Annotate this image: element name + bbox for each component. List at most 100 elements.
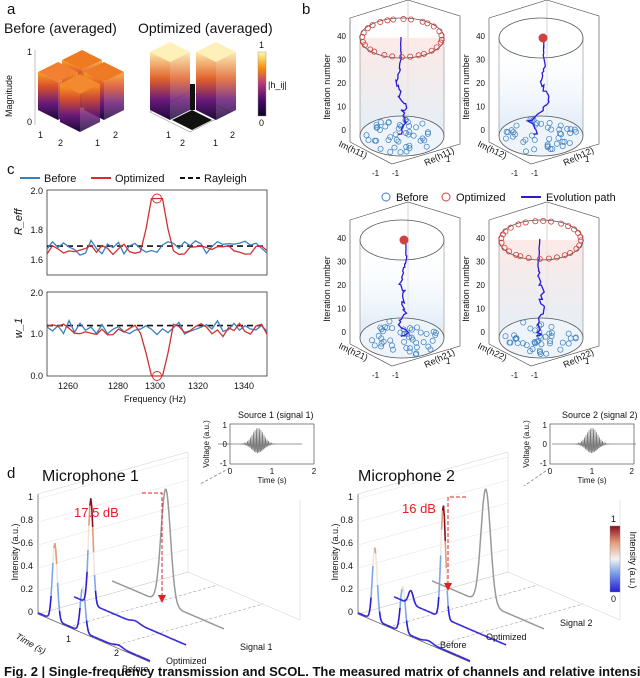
before-trace-segment: [58, 610, 62, 618]
optimized-point: [525, 255, 532, 262]
optimized-trace-segment: [474, 630, 477, 633]
c-xtick-2: 1300: [145, 381, 165, 391]
before-point: [559, 339, 566, 346]
mic1-ytick-1: 1: [28, 492, 33, 502]
c-top-ylabel: R_eff: [13, 208, 25, 235]
optimized-bar-12: [190, 84, 195, 110]
before-point: [413, 344, 420, 351]
before-trace-segment: [88, 633, 91, 636]
before-point: [429, 337, 436, 344]
before-point: [413, 339, 420, 346]
before-trace-segment: [77, 616, 80, 624]
source2-inset: Source 2 (signal 2) 1 0 -1 Voltage (a.u.…: [522, 410, 638, 485]
optimized-trace-segment: [94, 590, 98, 600]
mic2-db-arrow: [447, 496, 466, 585]
before-point: [406, 142, 413, 149]
before-point: [567, 130, 574, 136]
z-tick: 10: [337, 305, 346, 314]
optimized-trace-segment: [137, 622, 140, 625]
optimized-trace-segment: [412, 598, 416, 602]
before-trace-segment: [409, 634, 412, 637]
before-x-tick-2: 2: [58, 138, 63, 148]
optimized-trace-segment: [442, 505, 446, 518]
before-point: [373, 124, 380, 131]
mic1-db-label: 17.5 dB: [74, 505, 119, 520]
z-tick: 30: [476, 56, 485, 65]
optimized-point: [360, 29, 367, 36]
xy-tick-left: -1: [372, 371, 380, 380]
before-point: [385, 137, 392, 144]
before-trace-segment: [380, 620, 383, 624]
optimized-trace-segment: [493, 638, 496, 641]
optimized-trace-segment: [447, 606, 450, 615]
optimized-point: [498, 235, 505, 242]
legend-c-optimized: Optimized: [115, 173, 165, 185]
before-point: [546, 330, 553, 337]
before-point: [413, 124, 420, 131]
before-point: [395, 138, 402, 145]
before-point: [547, 340, 553, 347]
optimized-trace-segment: [136, 620, 138, 623]
before-point: [406, 123, 413, 130]
before-trace-segment: [433, 643, 435, 646]
before-point: [543, 350, 550, 357]
c-bot-ytick-2: 0.0: [30, 371, 43, 381]
optimized-point: [438, 36, 445, 43]
optimized-series-bottom: [46, 322, 268, 377]
before-point: [423, 330, 430, 337]
panel-a-cbar-top: 1: [259, 40, 264, 50]
before-trace-segment: [381, 622, 384, 625]
before-trace-segment: [82, 585, 85, 591]
before-trace-segment: [76, 623, 79, 628]
panel-b-legend: Before Optimized Evolution path: [381, 192, 616, 204]
optimized-trace-segment: [92, 552, 96, 575]
cylinder-bottom: [498, 115, 584, 157]
optimized-trace-segment: [88, 505, 91, 526]
optimized-trace-segment: [137, 621, 139, 624]
before-point: [537, 349, 543, 356]
before-point: [378, 326, 385, 333]
z-axis-label: Iteration number: [461, 54, 471, 120]
c-top-ytick-0: 2.0: [30, 186, 43, 196]
optimized-trace-segment: [404, 599, 407, 602]
z-axis-label: Iteration number: [322, 256, 332, 322]
optimized-point: [498, 239, 505, 246]
before-point: [512, 131, 519, 138]
optimized-trace-segment: [83, 594, 86, 599]
before-point: [529, 115, 536, 122]
grid-line: [357, 525, 509, 569]
z-tick: 0: [342, 126, 347, 135]
before-bar-front: [60, 74, 100, 132]
source2-pointer: [523, 467, 551, 487]
z-tick: 0: [481, 126, 486, 135]
z-tick: 10: [476, 305, 485, 314]
optimized-trace-segment: [438, 555, 442, 580]
cylinder-top: [498, 17, 584, 59]
mic2-ytick-1: 1: [348, 492, 353, 502]
before-point: [531, 146, 538, 153]
source1-title: Source 1 (signal 1): [238, 410, 314, 420]
before-point: [502, 333, 509, 340]
before-trace-segment: [120, 645, 123, 648]
opt-x-tick-2: 2: [180, 138, 185, 148]
before-point: [389, 346, 396, 353]
xy-tick-right: -1: [392, 169, 400, 178]
before-trace-segment: [431, 642, 434, 645]
evolution-path: [525, 36, 550, 135]
before-trace-segment: [125, 649, 128, 652]
z-tick: 30: [337, 56, 346, 65]
optimized-point: [407, 53, 414, 60]
optimized-point: [548, 218, 555, 225]
before-trace-segment: [61, 622, 64, 625]
before-point: [406, 145, 413, 152]
before-point: [377, 145, 384, 152]
before-point: [432, 329, 439, 336]
before-point: [414, 324, 420, 331]
mic1-optimized-label: Optimized: [166, 656, 207, 666]
before-point: [377, 119, 384, 126]
optimized-trace-segment: [90, 498, 93, 507]
legend-path-label: Evolution path: [546, 192, 616, 204]
legend-before-label: Before: [396, 192, 428, 204]
optimized-dip-marker: [152, 371, 162, 381]
panel-d-colorbar: 1 0 Intensity (a.u.): [609, 514, 638, 604]
